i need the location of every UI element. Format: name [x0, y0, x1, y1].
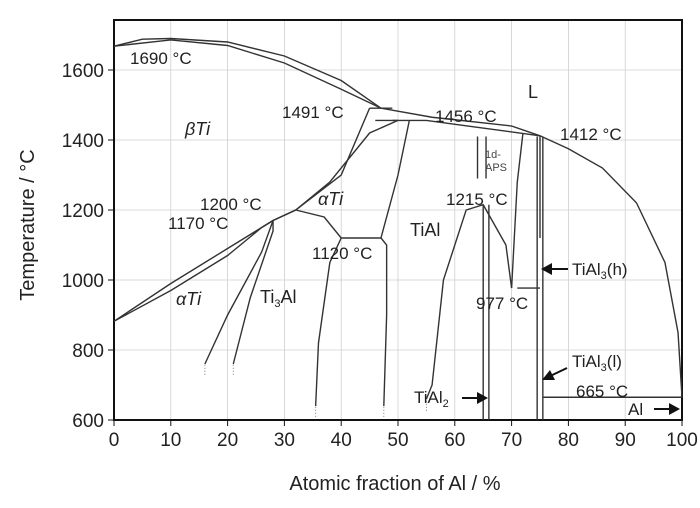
phase-boundary-line — [380, 107, 683, 398]
y-tick-label: 600 — [72, 411, 104, 432]
apsd-line2: APS — [485, 162, 507, 174]
phase-boundary-line — [204, 220, 274, 365]
phase-boundary-line — [380, 237, 388, 407]
phase-boundaries — [113, 37, 683, 420]
tial2-a: TiAl — [414, 388, 443, 407]
phase-boundary-line — [314, 237, 342, 407]
arrowhead-al — [669, 403, 680, 415]
phase-boundary-line — [113, 39, 382, 109]
label-1690: 1690 °C — [130, 49, 192, 68]
x-axis-title: Atomic fraction of Al / % — [289, 473, 500, 495]
x-tick-label: 70 — [501, 430, 522, 451]
label-tial2: TiAl2 — [414, 388, 449, 410]
phase-boundary-line — [425, 203, 513, 400]
label-tial3h: TiAl3(h) — [572, 260, 628, 282]
label-1491: 1491 °C — [282, 103, 344, 122]
label-1120: 1120 °C — [312, 244, 372, 263]
label-977: 977 °C — [476, 294, 528, 313]
arrowhead-tial3h — [541, 263, 552, 275]
tial3h-a: TiAl — [572, 260, 601, 279]
x-tick-label: 40 — [331, 430, 352, 451]
y-tick-label: 1400 — [62, 131, 104, 152]
region-label-tial: TiAl — [410, 220, 440, 240]
tial2-sub: 2 — [443, 398, 449, 410]
phase-boundary-line — [295, 119, 399, 211]
phase-boundary-line — [113, 37, 382, 109]
arrowhead-tial2 — [477, 392, 488, 404]
tial3l-b: (l) — [607, 352, 622, 371]
x-tick-label: 80 — [558, 430, 579, 451]
x-axis-ticks: 0 10 20 30 40 50 60 70 80 90 100 — [109, 420, 698, 451]
y-tick-label: 1600 — [62, 61, 104, 82]
tial3l-sub: 3 — [601, 362, 607, 374]
x-tick-label: 0 — [109, 430, 120, 451]
label-apsd: 1d- APS — [485, 149, 507, 174]
label-tial3l: TiAl3(l) — [572, 352, 622, 374]
y-tick-label: 1200 — [62, 201, 104, 222]
phase-boundary-line — [295, 209, 381, 239]
y-axis-title: Temperature / °C — [17, 149, 39, 300]
phase-boundary-line — [113, 219, 274, 322]
phase-boundary-line — [510, 132, 524, 289]
label-al: Al — [628, 400, 643, 419]
region-label-alpha-ti-upper: αTi — [318, 189, 344, 209]
label-1412: 1412 °C — [560, 125, 622, 144]
annotation-al: Al — [628, 400, 680, 419]
phase-boundary-line — [272, 209, 297, 222]
ti3al-sub: 3 — [274, 298, 280, 310]
apsd-line1: 1d- — [485, 149, 501, 161]
annotation-tial3h: TiAl3(h) — [541, 260, 628, 282]
y-tick-label: 1000 — [62, 271, 104, 292]
tial3h-sub: 3 — [601, 270, 607, 282]
region-label-alpha-ti-lower: αTi — [176, 289, 202, 309]
region-label-ti3al: Ti3Al — [260, 287, 296, 310]
arrowhead-tial3l — [542, 370, 555, 380]
label-1456: 1456 °C — [435, 107, 497, 126]
x-tick-label: 10 — [160, 430, 181, 451]
x-tick-label: 100 — [666, 430, 698, 451]
x-tick-label: 20 — [217, 430, 238, 451]
x-tick-label: 30 — [274, 430, 295, 451]
label-1215: 1215 °C — [446, 190, 508, 209]
ti3al-tail: Al — [280, 287, 296, 307]
phase-boundary-line — [232, 220, 274, 365]
x-tick-label: 50 — [387, 430, 408, 451]
ti3al-main: Ti — [260, 287, 274, 307]
annotation-tial2: TiAl2 — [414, 388, 488, 410]
x-tick-label: 60 — [444, 430, 465, 451]
x-tick-label: 90 — [615, 430, 636, 451]
label-1170: 1170 °C — [168, 214, 228, 233]
annotation-tial3l: TiAl3(l) — [542, 352, 622, 380]
tial3h-b: (h) — [607, 260, 628, 279]
region-label-beta-ti: βTi — [184, 119, 211, 139]
y-axis-ticks: 600 800 1000 1200 1400 1600 — [62, 61, 114, 432]
phase-boundary-line — [392, 119, 541, 137]
tial3l-a: TiAl — [572, 352, 601, 371]
label-665: 665 °C — [576, 382, 628, 401]
phase-boundary-line — [380, 120, 411, 239]
region-label-liquid: L — [528, 82, 538, 102]
y-tick-label: 800 — [72, 341, 104, 362]
label-1200: 1200 °C — [200, 195, 262, 214]
